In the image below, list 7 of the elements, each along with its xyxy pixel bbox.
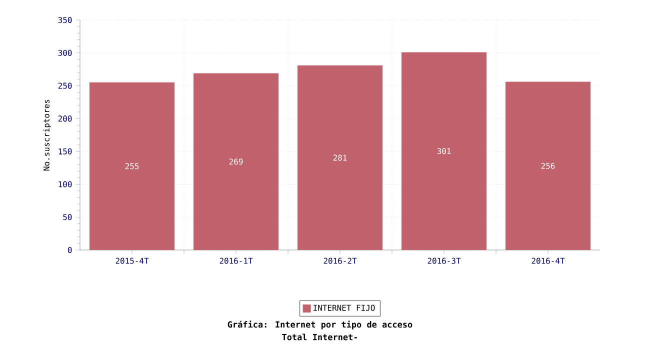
bar: [506, 82, 591, 250]
text: Gráfica: Internet por tipo de acceso: [228, 320, 412, 330]
bar: [90, 82, 175, 250]
bar: [194, 73, 279, 250]
bar: [402, 52, 487, 250]
bar: [298, 65, 383, 250]
text: Total Internet-: [282, 334, 357, 340]
